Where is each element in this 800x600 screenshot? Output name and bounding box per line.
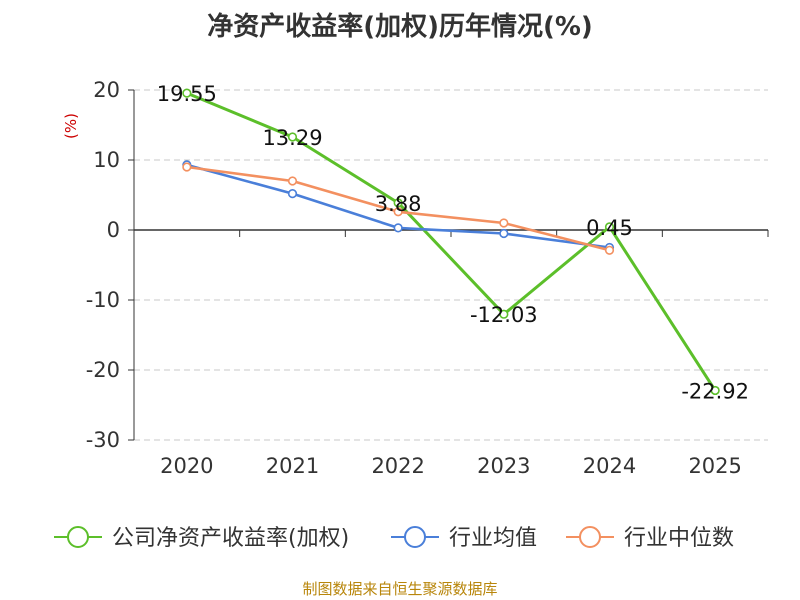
y-tick-label: -20: [86, 358, 120, 382]
x-tick-label-2024: 2024: [583, 454, 636, 478]
legend-label-0: 公司净资产收益率(加权): [112, 526, 349, 551]
series-1-point: [287, 189, 298, 199]
data-label-2020: 19.55: [157, 82, 217, 106]
series-0-point: [182, 88, 192, 98]
x-tick-label-2022: 2022: [371, 454, 424, 478]
y-tick-label: -30: [86, 428, 120, 452]
series-line-0: [186, 91, 717, 392]
legend-label-2: 行业中位数: [624, 526, 734, 551]
data-label-2024: 0.45: [586, 216, 633, 240]
series-0-point: [287, 132, 298, 142]
data-label-layer: 19.55 13.29 3.88 -12.03 0.45 -22.92: [157, 82, 749, 403]
axis-layer: 20 10 0 -10 -20 -30 2020 2021 2022 2023 2024 2025: [86, 78, 769, 478]
data-label-2022: 3.88: [375, 192, 422, 216]
y-tick-label: -10: [86, 288, 120, 312]
x-tick-label-2020: 2020: [160, 454, 213, 478]
series-2-point: [287, 176, 298, 186]
series-1-point: [393, 223, 403, 233]
y-tick-label: 20: [93, 78, 120, 102]
legend: 公司净资产收益率(加权) 行业均值 行业中位数: [54, 526, 734, 551]
series-0-point: [604, 222, 615, 232]
series-0-point: [710, 385, 720, 396]
series-1-point: [499, 228, 509, 239]
data-label-2023: -12.03: [470, 303, 538, 327]
series-2-point: [604, 245, 615, 255]
y-tick-label: 10: [93, 148, 120, 172]
legend-marker-0: [67, 526, 89, 548]
data-label-2025: -22.92: [681, 379, 749, 403]
series-2-point: [393, 207, 403, 217]
chart-title: 净资产收益率(加权)历年情况(%): [207, 12, 593, 42]
legend-label-1: 行业均值: [449, 526, 537, 551]
series-2-point: [499, 218, 509, 228]
x-tick-label-2025: 2025: [688, 454, 741, 478]
x-tick-label-2021: 2021: [266, 454, 319, 478]
data-source-note: 制图数据来自恒生聚源数据库: [302, 580, 498, 598]
x-tick-label-2023: 2023: [477, 454, 530, 478]
legend-marker-1: [404, 526, 426, 548]
series-0-point: [499, 309, 509, 319]
grid-layer: [134, 89, 768, 441]
data-label-2021: 13.29: [262, 126, 322, 150]
series-0-point: [393, 198, 403, 208]
series-layer: [182, 88, 720, 396]
y-axis-label: (%): [62, 113, 80, 139]
series-2-point: [182, 162, 192, 172]
y-tick-label: 0: [107, 218, 120, 242]
legend-marker-2: [579, 526, 601, 548]
